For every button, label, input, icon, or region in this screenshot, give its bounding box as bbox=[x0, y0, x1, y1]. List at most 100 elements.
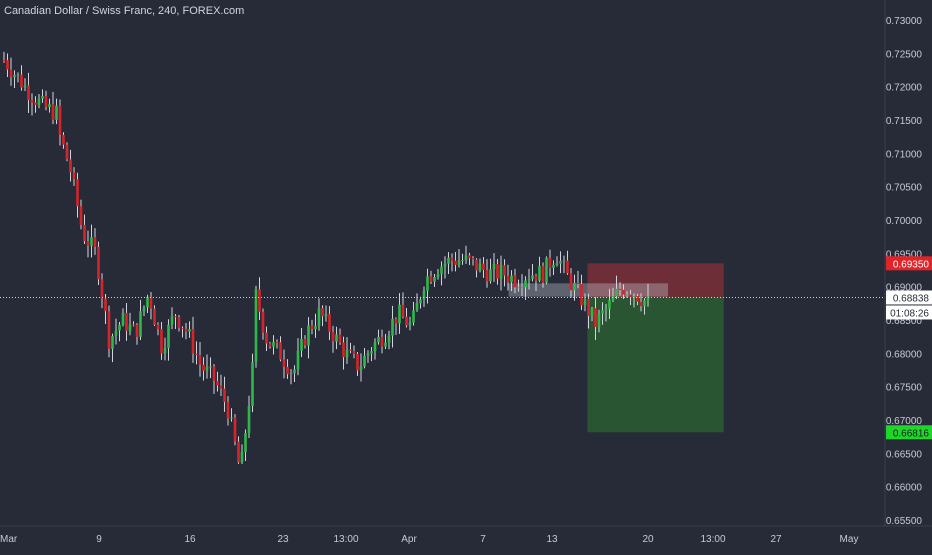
time-tick-label: Mar bbox=[0, 534, 18, 545]
candle-bull bbox=[163, 348, 167, 354]
candle-bear bbox=[100, 279, 104, 299]
stop-price-label[interactable]: 0.69350 bbox=[886, 256, 932, 271]
candle-bull bbox=[244, 433, 247, 452]
candle-bull bbox=[608, 300, 611, 309]
candle-bull bbox=[433, 277, 436, 282]
candle-bear bbox=[177, 317, 181, 328]
candle-bull bbox=[324, 314, 328, 317]
candle-bull bbox=[625, 294, 629, 296]
candle-bull bbox=[254, 289, 258, 363]
candle-bear bbox=[356, 353, 359, 371]
candle-bear bbox=[156, 324, 160, 330]
candle-bull bbox=[590, 308, 594, 317]
candle-bear bbox=[181, 327, 184, 329]
candle-bull bbox=[90, 237, 93, 246]
candle-bear bbox=[321, 308, 324, 317]
candle-bull bbox=[384, 342, 387, 347]
candle-bear bbox=[310, 325, 314, 330]
target-price-label-bg bbox=[886, 425, 932, 440]
candle-bull bbox=[13, 75, 16, 78]
target-price-label[interactable]: 0.66816 bbox=[886, 425, 932, 440]
candle-bull bbox=[464, 255, 468, 261]
candle-bear bbox=[450, 257, 454, 261]
price-tick-label: 0.69000 bbox=[886, 283, 923, 294]
candle-bear bbox=[97, 246, 100, 280]
candle-bull bbox=[643, 300, 646, 307]
candle-bull bbox=[139, 311, 142, 337]
candle-bull bbox=[363, 355, 366, 367]
candle-bull bbox=[335, 334, 338, 342]
candle-bear bbox=[198, 354, 202, 365]
candle-bull bbox=[545, 257, 548, 283]
candle-bear bbox=[149, 296, 153, 309]
candle-bull bbox=[142, 307, 146, 312]
price-tick-label: 0.67500 bbox=[886, 383, 923, 394]
candle-bear bbox=[380, 336, 384, 347]
countdown-label[interactable]: 01:08:26 bbox=[886, 305, 932, 320]
candle-bull bbox=[121, 312, 125, 325]
stop-price-label-text: 0.69350 bbox=[893, 259, 930, 270]
candle-bull bbox=[118, 324, 121, 331]
candle-bear bbox=[622, 289, 625, 295]
candle-bear bbox=[62, 135, 65, 145]
candle-bull bbox=[632, 296, 636, 298]
candle-bear bbox=[639, 301, 643, 307]
price-tick-label: 0.68000 bbox=[886, 349, 923, 360]
candle-bear bbox=[216, 380, 219, 386]
candle-bull bbox=[443, 263, 447, 267]
resistance-zone[interactable] bbox=[508, 283, 668, 297]
candle-bear bbox=[34, 102, 37, 105]
candle-bear bbox=[328, 314, 331, 332]
candle-bull bbox=[307, 325, 310, 346]
candle-bull bbox=[611, 296, 615, 301]
candle-bull bbox=[16, 74, 20, 76]
candle-bear bbox=[405, 316, 408, 326]
candle-bull bbox=[436, 274, 440, 278]
candle-bear bbox=[349, 349, 352, 351]
price-tick-label: 0.70500 bbox=[886, 183, 923, 194]
candle-bull bbox=[289, 373, 293, 375]
candle-bear bbox=[338, 334, 342, 343]
candle-bull bbox=[272, 341, 275, 347]
take-profit-zone[interactable] bbox=[587, 297, 724, 433]
candle-bear bbox=[636, 296, 639, 302]
candle-bear bbox=[352, 350, 356, 354]
current-price-label-bg bbox=[886, 290, 932, 305]
candle-bull bbox=[48, 104, 51, 108]
symbol-title: Canadian Dollar / Swiss Franc, 240, FORE… bbox=[4, 5, 245, 17]
candle-bear bbox=[594, 308, 597, 327]
candle-bear bbox=[58, 105, 62, 136]
candle-bull bbox=[317, 308, 321, 327]
candle-bear bbox=[475, 259, 478, 271]
candle-bear bbox=[576, 282, 580, 285]
candle-bull bbox=[552, 264, 555, 268]
candle-bull bbox=[209, 366, 212, 368]
candle-bear bbox=[212, 366, 216, 381]
candle-bull bbox=[205, 366, 209, 371]
candle-bear bbox=[27, 85, 30, 101]
candle-bull bbox=[562, 260, 566, 262]
candle-bull bbox=[517, 287, 520, 289]
stop-loss-zone[interactable] bbox=[587, 263, 724, 298]
candle-bull bbox=[457, 260, 461, 265]
candle-bull bbox=[408, 322, 412, 326]
candle-bull bbox=[188, 329, 191, 332]
candle-bear bbox=[342, 342, 345, 358]
candle-bear bbox=[548, 257, 552, 268]
price-tick-label: 0.68500 bbox=[886, 316, 923, 327]
candle-bull bbox=[300, 338, 303, 351]
candle-bull bbox=[240, 451, 244, 463]
time-tick-label: 13 bbox=[546, 534, 558, 545]
current-price-label-text: 0.68838 bbox=[893, 293, 930, 304]
candle-bear bbox=[132, 324, 135, 326]
time-tick-label: 13:00 bbox=[700, 534, 725, 545]
candle-bear bbox=[226, 401, 230, 419]
candle-bear bbox=[454, 260, 457, 265]
candle-bear bbox=[629, 294, 632, 298]
current-price-label[interactable]: 0.68838 bbox=[886, 290, 932, 305]
time-tick-label: 16 bbox=[184, 534, 196, 545]
time-tick-label: Apr bbox=[401, 534, 417, 545]
price-tick-label: 0.66500 bbox=[886, 449, 923, 460]
candle-bull bbox=[146, 296, 149, 308]
